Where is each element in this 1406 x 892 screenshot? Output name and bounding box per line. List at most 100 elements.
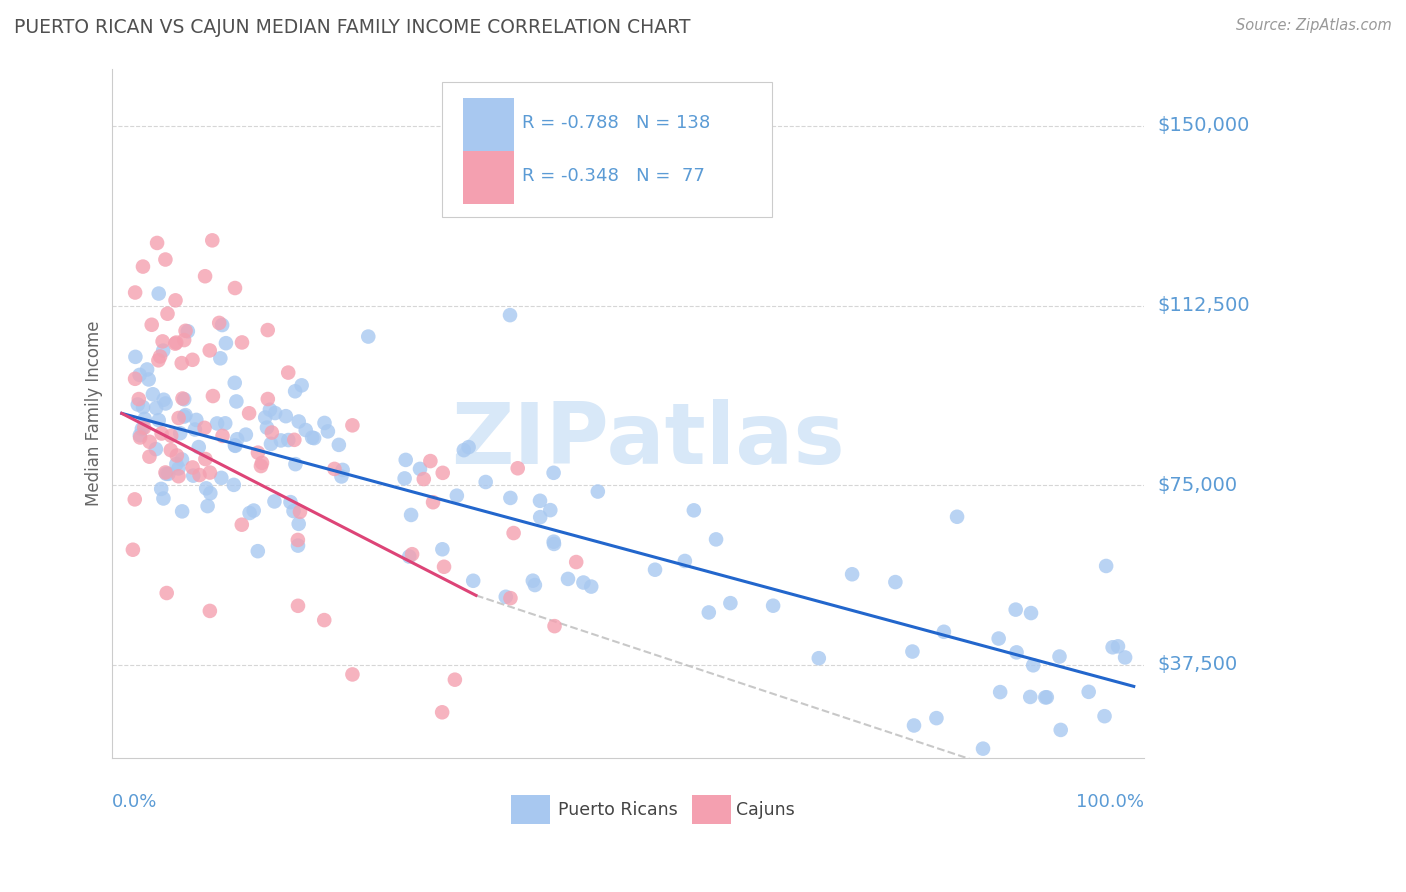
Point xyxy=(398,549,420,564)
Point xyxy=(250,458,273,473)
Point xyxy=(235,427,257,442)
Point xyxy=(499,491,522,505)
Point xyxy=(280,495,302,509)
Point xyxy=(128,428,150,442)
Point xyxy=(256,392,278,406)
Point xyxy=(673,554,696,568)
Point xyxy=(644,563,666,577)
Point xyxy=(1049,649,1071,664)
Text: 0.0%: 0.0% xyxy=(111,793,157,811)
Point xyxy=(1022,658,1045,673)
Point xyxy=(127,397,149,411)
Point xyxy=(543,537,565,551)
Point xyxy=(152,491,174,506)
Point xyxy=(170,356,193,370)
Point xyxy=(565,555,588,569)
Point xyxy=(399,508,422,522)
Point xyxy=(260,425,283,440)
Point xyxy=(328,438,350,452)
Point xyxy=(529,493,551,508)
Point xyxy=(401,547,423,561)
Point xyxy=(128,392,150,406)
Point xyxy=(314,416,336,430)
Point xyxy=(302,431,325,445)
Point xyxy=(205,417,228,431)
Point xyxy=(270,434,292,448)
FancyBboxPatch shape xyxy=(463,151,515,203)
Point xyxy=(499,308,522,322)
Point xyxy=(173,333,195,347)
Point xyxy=(277,366,299,380)
Point xyxy=(499,591,522,606)
Point xyxy=(1019,690,1042,704)
Text: Source: ZipAtlas.com: Source: ZipAtlas.com xyxy=(1236,18,1392,33)
Point xyxy=(198,343,221,358)
Point xyxy=(132,400,155,414)
Point xyxy=(718,596,741,610)
Point xyxy=(495,590,517,604)
Point xyxy=(222,478,245,492)
Point xyxy=(166,449,188,463)
Point xyxy=(572,575,595,590)
Point xyxy=(316,425,339,439)
Point xyxy=(314,613,336,627)
Point xyxy=(422,495,444,509)
Text: R = -0.348   N =  77: R = -0.348 N = 77 xyxy=(523,167,706,186)
Point xyxy=(141,318,163,332)
Point xyxy=(538,503,561,517)
Text: Puerto Ricans: Puerto Ricans xyxy=(558,801,678,819)
Point xyxy=(152,343,174,358)
Point xyxy=(132,260,155,274)
Point xyxy=(697,606,720,620)
Point xyxy=(165,335,187,350)
Point xyxy=(502,526,524,541)
Point xyxy=(444,673,467,687)
Point xyxy=(529,510,551,524)
Point xyxy=(263,494,285,508)
Point xyxy=(208,316,231,330)
Point xyxy=(138,450,160,464)
Point xyxy=(762,599,785,613)
Point xyxy=(264,406,287,420)
Point xyxy=(586,484,609,499)
Point xyxy=(287,516,309,531)
Point xyxy=(226,432,249,446)
Point xyxy=(200,486,222,500)
Point xyxy=(457,440,479,454)
Point xyxy=(159,443,181,458)
Point xyxy=(581,580,603,594)
Point xyxy=(543,534,565,549)
Point xyxy=(682,503,704,517)
Point xyxy=(925,711,948,725)
Point xyxy=(188,468,211,483)
Point xyxy=(211,429,233,443)
Point xyxy=(181,460,204,475)
Point xyxy=(259,402,281,417)
Point xyxy=(1049,723,1071,737)
Point xyxy=(342,418,364,433)
Point xyxy=(1004,602,1026,616)
Point xyxy=(432,542,454,557)
Point xyxy=(395,453,418,467)
Point xyxy=(167,411,190,425)
Point xyxy=(167,461,190,475)
Point xyxy=(124,285,146,300)
Point xyxy=(446,489,468,503)
Point xyxy=(841,567,863,582)
Point xyxy=(283,504,305,518)
Text: PUERTO RICAN VS CAJUN MEDIAN FAMILY INCOME CORRELATION CHART: PUERTO RICAN VS CAJUN MEDIAN FAMILY INCO… xyxy=(14,18,690,37)
Point xyxy=(543,466,565,480)
Point xyxy=(557,572,579,586)
Point xyxy=(260,437,283,451)
Point xyxy=(394,471,416,485)
Point xyxy=(323,462,346,476)
Point xyxy=(194,269,217,284)
Point xyxy=(224,439,246,453)
Point xyxy=(1036,690,1059,705)
Point xyxy=(174,408,197,422)
Point xyxy=(901,644,924,658)
Point xyxy=(277,433,299,447)
Point xyxy=(209,351,232,366)
Point xyxy=(506,461,529,475)
Point xyxy=(330,469,353,483)
